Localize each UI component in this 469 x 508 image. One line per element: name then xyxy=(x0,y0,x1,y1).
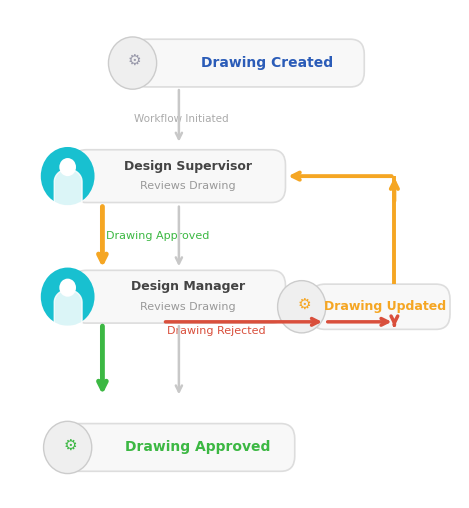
FancyBboxPatch shape xyxy=(133,39,364,87)
Circle shape xyxy=(41,147,95,205)
Circle shape xyxy=(41,268,95,326)
Text: Drawing Created: Drawing Created xyxy=(201,56,333,70)
Text: 📄: 📄 xyxy=(128,57,134,67)
Text: Reviews Drawing: Reviews Drawing xyxy=(140,181,236,191)
Text: 📄: 📄 xyxy=(62,441,69,452)
Text: Drawing Approved: Drawing Approved xyxy=(106,232,210,241)
Circle shape xyxy=(44,421,92,473)
Circle shape xyxy=(108,37,157,89)
Text: Reviews Drawing: Reviews Drawing xyxy=(140,302,236,312)
FancyBboxPatch shape xyxy=(63,424,295,471)
FancyBboxPatch shape xyxy=(72,270,286,323)
Text: Design Supervisor: Design Supervisor xyxy=(124,160,252,173)
Text: Design Manager: Design Manager xyxy=(131,280,245,293)
FancyBboxPatch shape xyxy=(311,284,450,329)
Circle shape xyxy=(278,280,326,333)
Text: ⚙: ⚙ xyxy=(63,437,77,453)
Text: Drawing Rejected: Drawing Rejected xyxy=(167,326,266,336)
Text: 📄: 📄 xyxy=(296,301,303,311)
FancyBboxPatch shape xyxy=(72,150,286,203)
Text: Drawing Updated: Drawing Updated xyxy=(324,300,446,313)
Text: ⚙: ⚙ xyxy=(128,53,142,68)
Circle shape xyxy=(59,278,76,297)
Text: Workflow Initiated: Workflow Initiated xyxy=(134,114,228,124)
Text: Drawing Approved: Drawing Approved xyxy=(125,440,270,455)
Circle shape xyxy=(59,158,76,176)
Text: ⚙: ⚙ xyxy=(297,297,311,312)
